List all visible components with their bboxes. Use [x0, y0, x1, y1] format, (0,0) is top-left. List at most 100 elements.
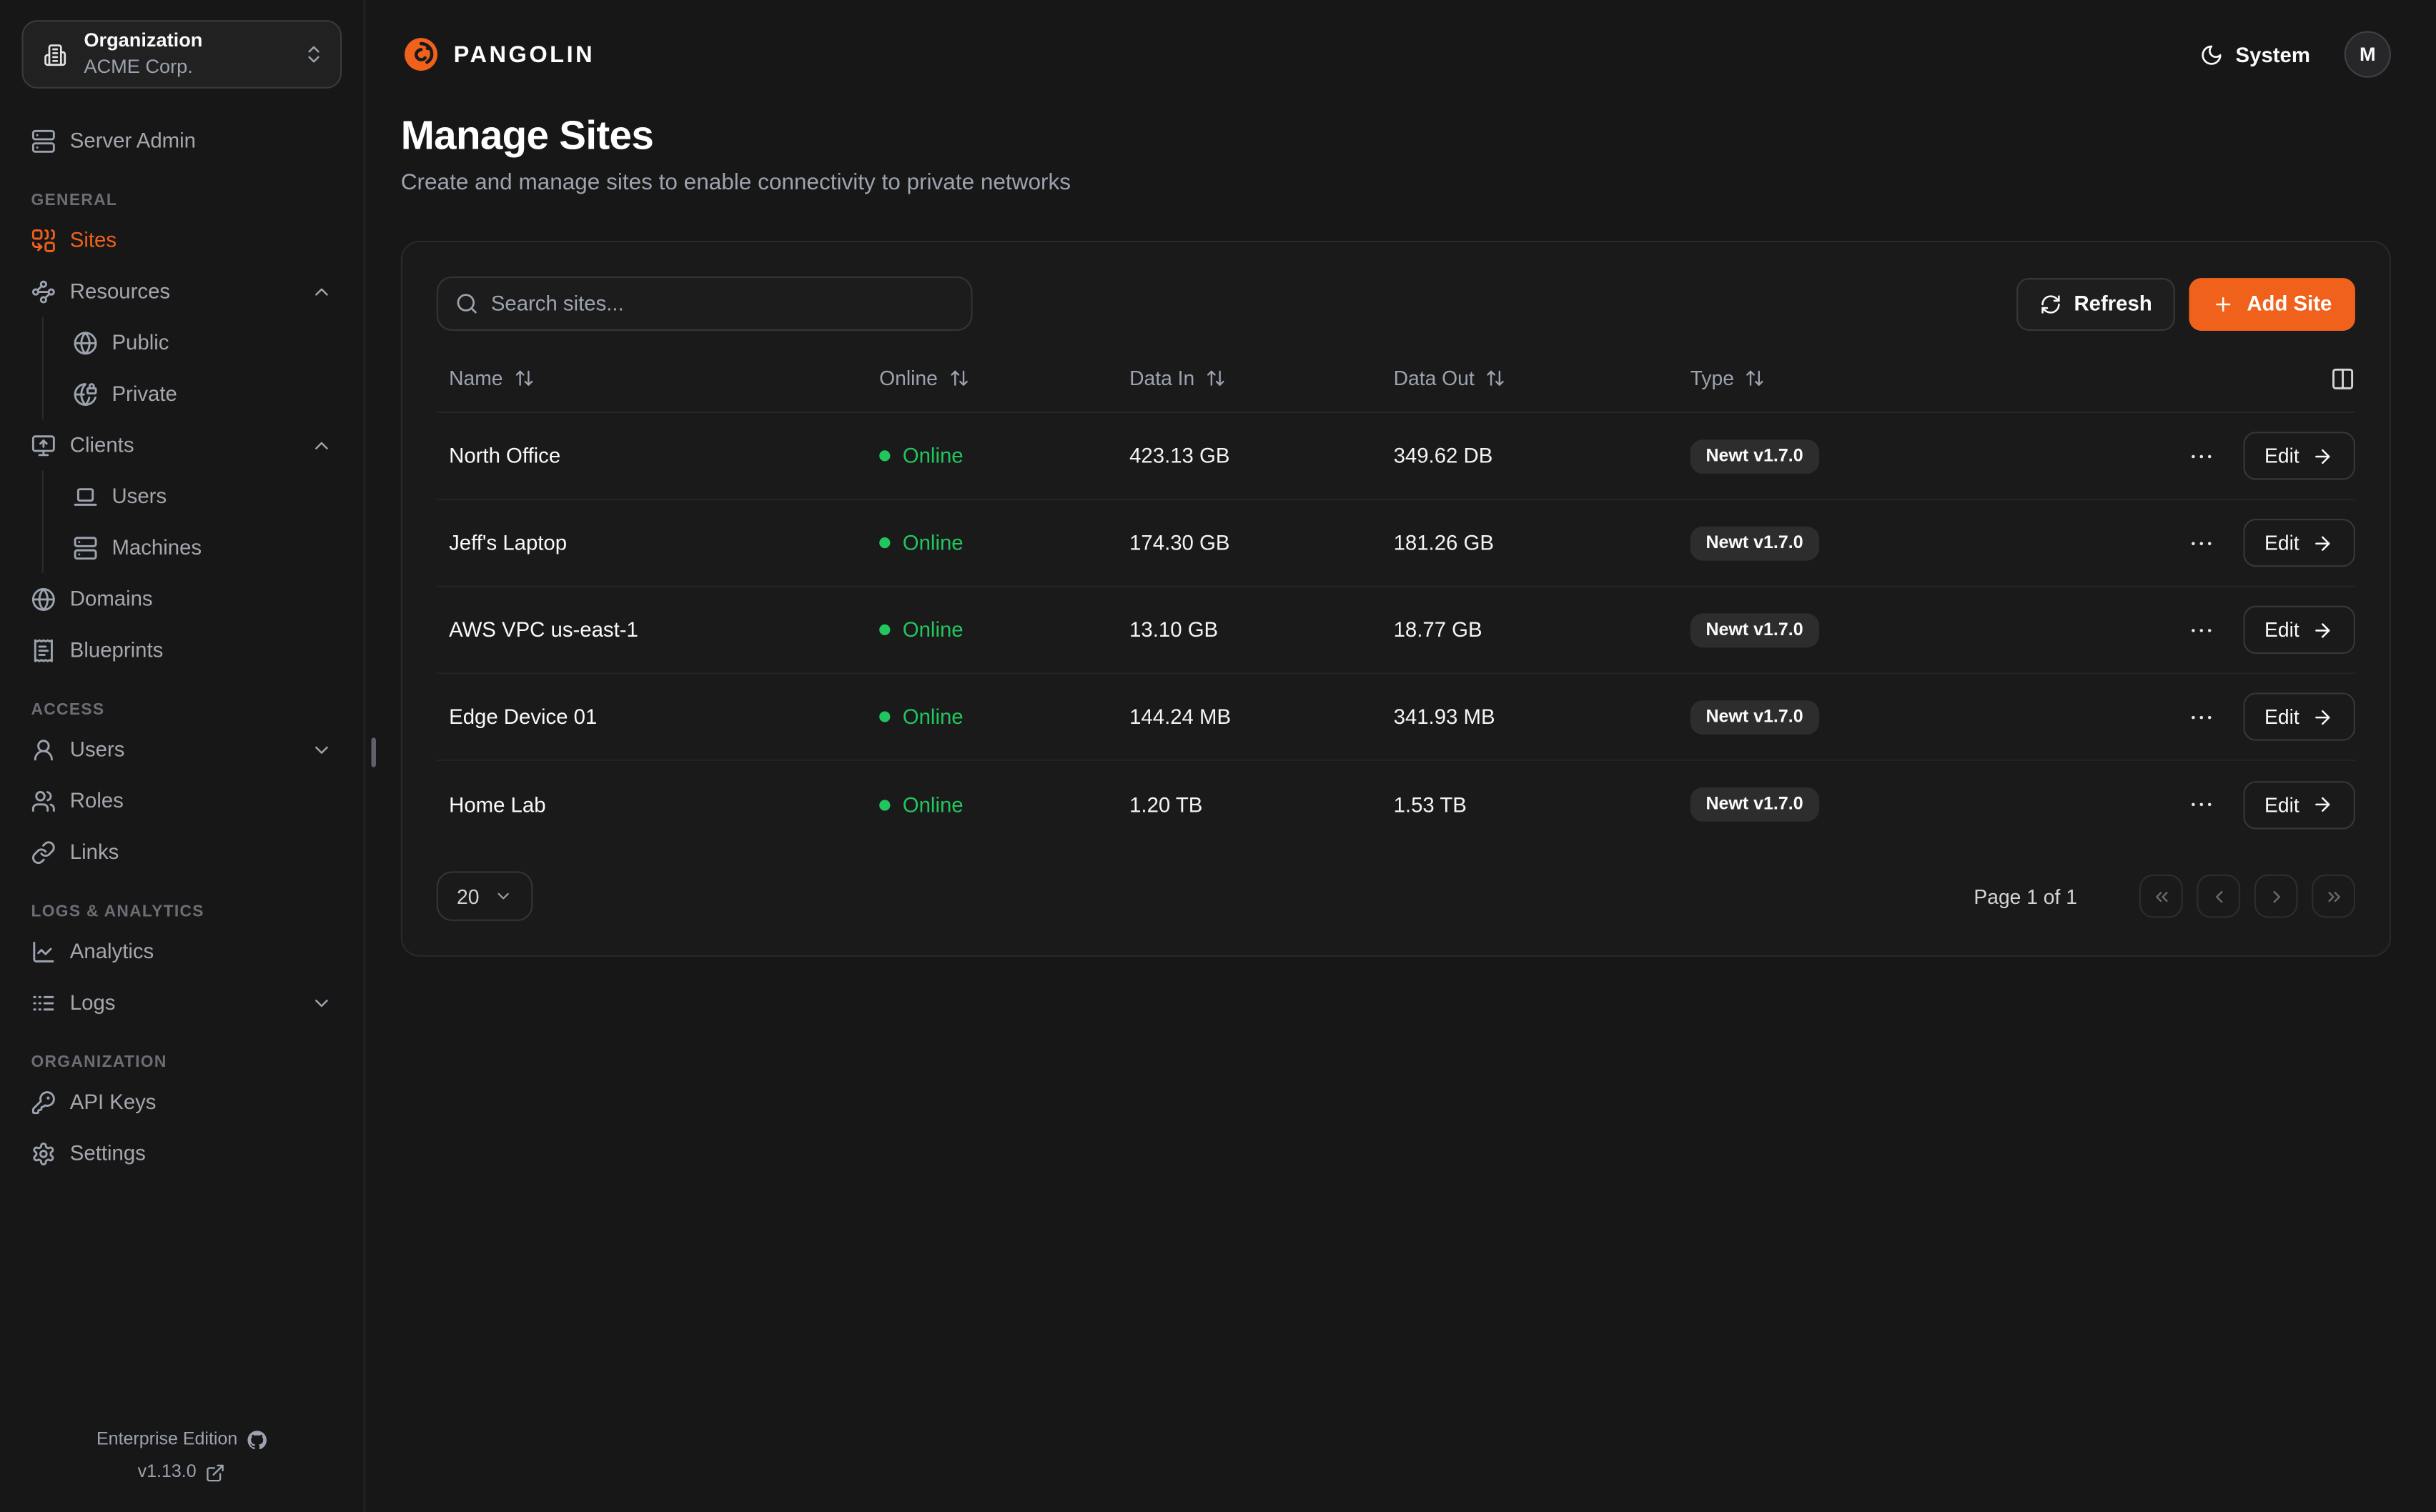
- type-and-actions: Newt v1.7.0 Edit: [1690, 518, 2355, 567]
- logs-icon: [31, 990, 56, 1015]
- edit-button[interactable]: Edit: [2242, 780, 2355, 829]
- table-row: Home Lab Online 1.20 TB 1.53 TB Newt v1.…: [437, 761, 2355, 848]
- sidebar-item-label: Server Admin: [69, 129, 196, 152]
- theme-label: System: [2235, 42, 2310, 66]
- row-menu-button[interactable]: [2187, 702, 2214, 730]
- data-in-value: 174.30 GB: [1129, 531, 1230, 554]
- sidebar-item-users[interactable]: Users: [21, 724, 342, 775]
- sidebar-item-label: Blueprints: [69, 638, 164, 662]
- sort-icon: [1485, 368, 1505, 388]
- data-out-value: 349.62 DB: [1393, 444, 1493, 468]
- row-menu-button[interactable]: [2187, 529, 2214, 557]
- sidebar-item-roles[interactable]: Roles: [21, 775, 342, 827]
- arrow-right-icon: [2312, 706, 2333, 727]
- previous-page-button[interactable]: [2197, 874, 2241, 918]
- edition-line[interactable]: Enterprise Edition: [96, 1430, 267, 1450]
- data-in-value: 1.20 TB: [1129, 792, 1203, 817]
- pangolin-logo-icon: [401, 34, 442, 75]
- column-header-data-in[interactable]: Data In: [1129, 367, 1393, 390]
- column-header-online[interactable]: Online: [879, 367, 1129, 390]
- brand[interactable]: PANGOLIN: [401, 34, 595, 75]
- sidebar-item-label: Users: [69, 737, 125, 761]
- organization-selector[interactable]: Organization ACME Corp.: [21, 20, 342, 89]
- edit-button[interactable]: Edit: [2242, 692, 2355, 741]
- sidebar-item-clients[interactable]: Clients: [21, 419, 342, 471]
- edit-label: Edit: [2264, 531, 2299, 554]
- moon-icon: [2200, 43, 2224, 66]
- arrow-right-icon: [2312, 794, 2333, 815]
- main-content: PANGOLIN System M Manage Sites Create an…: [365, 0, 2436, 1512]
- refresh-icon: [2040, 293, 2061, 314]
- version-line[interactable]: v1.13.0: [138, 1463, 226, 1483]
- sidebar-item-blueprints[interactable]: Blueprints: [21, 625, 342, 676]
- sidebar-item-public[interactable]: Public: [64, 317, 342, 368]
- edit-button[interactable]: Edit: [2242, 518, 2355, 567]
- theme-toggle-button[interactable]: System: [2200, 43, 2310, 66]
- edit-button[interactable]: Edit: [2242, 432, 2355, 480]
- online-dot: [879, 711, 891, 722]
- sidebar-item-resources[interactable]: Resources: [21, 266, 342, 317]
- external-link-icon: [206, 1463, 226, 1483]
- sidebar-item-analytics[interactable]: Analytics: [21, 925, 342, 977]
- sidebar-footer: Enterprise Edition v1.13.0: [21, 1430, 342, 1492]
- next-page-button[interactable]: [2254, 874, 2298, 918]
- chevron-down-icon: [495, 887, 513, 905]
- sidebar-item-api-keys[interactable]: API Keys: [21, 1076, 342, 1128]
- type-and-actions: Newt v1.7.0 Edit: [1690, 780, 2355, 829]
- column-header-type-inner[interactable]: Type: [1690, 367, 1766, 390]
- avatar[interactable]: M: [2344, 31, 2391, 78]
- first-page-button[interactable]: [2139, 874, 2183, 918]
- section-label-organization: ORGANIZATION: [31, 1053, 167, 1072]
- online-label: Online: [902, 618, 964, 642]
- type-badge: Newt v1.7.0: [1690, 787, 1819, 822]
- search-input[interactable]: [490, 292, 954, 316]
- sidebar-item-label: Machines: [112, 535, 202, 559]
- refresh-label: Refresh: [2074, 292, 2152, 316]
- pagination-bar: 20 Page 1 of 1: [436, 871, 2355, 921]
- sidebar-scrollbar-thumb[interactable]: [371, 737, 376, 767]
- type-badge: Newt v1.7.0: [1690, 612, 1819, 647]
- sidebar-item-domains[interactable]: Domains: [21, 573, 342, 625]
- sidebar-item-label: Links: [69, 840, 119, 864]
- add-site-button[interactable]: Add Site: [2189, 277, 2355, 330]
- page-header: Manage Sites Create and manage sites to …: [401, 111, 2391, 195]
- columns-toggle-button[interactable]: [2330, 366, 2355, 391]
- online-label: Online: [902, 792, 964, 817]
- page-size-select[interactable]: 20: [436, 871, 534, 921]
- row-menu-button[interactable]: [2187, 616, 2214, 644]
- sidebar-item-sites[interactable]: Sites: [21, 214, 342, 266]
- brand-name: PANGOLIN: [453, 41, 595, 68]
- column-label: Data In: [1129, 366, 1195, 390]
- row-menu-button[interactable]: [2187, 442, 2214, 469]
- row-actions: Edit: [2187, 692, 2355, 741]
- globe-lock-icon: [73, 382, 98, 407]
- sidebar-item-server-admin[interactable]: Server Admin: [21, 115, 342, 166]
- row-menu-button[interactable]: [2187, 790, 2214, 818]
- last-page-button[interactable]: [2312, 874, 2355, 918]
- online-dot: [879, 624, 891, 635]
- page-subtitle: Create and manage sites to enable connec…: [400, 171, 1071, 196]
- column-header-name[interactable]: Name: [437, 367, 879, 390]
- sidebar-children-clients: Users Machines: [41, 470, 342, 574]
- sidebar-item-private[interactable]: Private: [64, 368, 342, 419]
- refresh-button[interactable]: Refresh: [2016, 277, 2176, 330]
- chevrons-up-down-icon: [303, 44, 325, 65]
- section-label-logs-analytics: LOGS & ANALYTICS: [31, 902, 204, 921]
- globe-icon: [73, 330, 98, 355]
- row-actions: Edit: [2187, 605, 2355, 655]
- link-icon: [31, 840, 56, 865]
- section-label-general: GENERAL: [31, 191, 118, 210]
- sidebar-item-settings[interactable]: Settings: [21, 1128, 342, 1179]
- column-header-data-out[interactable]: Data Out: [1394, 367, 1690, 390]
- edit-button[interactable]: Edit: [2242, 605, 2355, 655]
- section-label-access: ACCESS: [31, 700, 105, 720]
- sort-icon: [1205, 368, 1225, 388]
- sidebar-item-users[interactable]: Users: [64, 471, 342, 522]
- sidebar-item-logs[interactable]: Logs: [21, 977, 342, 1028]
- plus-icon: [2213, 293, 2234, 314]
- sidebar-item-links[interactable]: Links: [21, 826, 342, 877]
- sort-icon: [514, 368, 534, 388]
- sidebar-item-machines[interactable]: Machines: [64, 522, 342, 573]
- chevron-up-icon: [311, 280, 332, 302]
